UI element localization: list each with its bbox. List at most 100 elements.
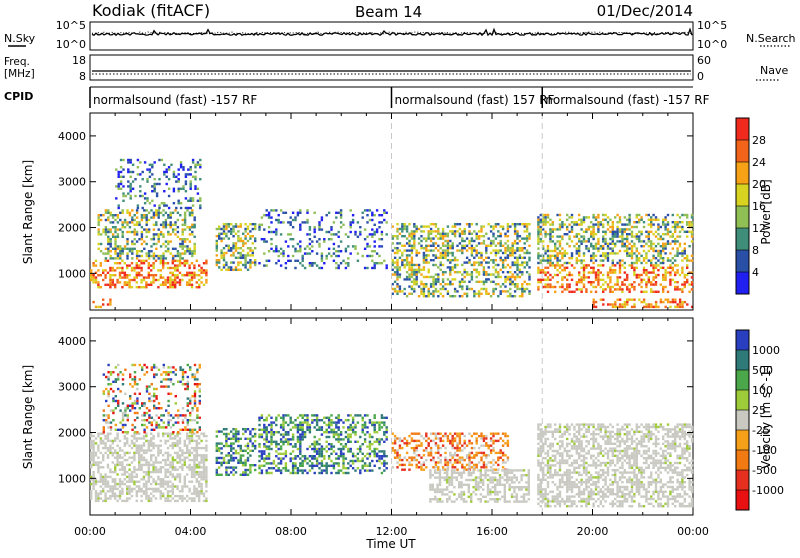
echo-cell: [225, 454, 227, 456]
echo-cell: [178, 190, 180, 192]
echo-cell: [679, 216, 681, 218]
echo-cell: [374, 245, 376, 247]
echo-cell: [416, 230, 418, 232]
echo-cell: [612, 221, 614, 223]
echo-cell: [655, 276, 657, 278]
echo-cell: [468, 233, 470, 235]
echo-cell: [237, 230, 239, 232]
echo-cell: [107, 284, 109, 286]
echo-cell: [619, 216, 621, 218]
echo-cell: [411, 237, 413, 239]
echo-cell: [252, 254, 254, 256]
echo-cell: [309, 233, 311, 235]
echo-cell: [148, 440, 150, 442]
echo-cell: [151, 164, 153, 166]
echo-cell: [437, 230, 439, 232]
echo-cell: [119, 483, 121, 485]
echo-cell: [153, 233, 155, 235]
echo-cell: [456, 230, 458, 232]
echo-cell: [316, 421, 318, 423]
echo-cell: [160, 381, 162, 383]
echo-cell: [684, 276, 686, 278]
echo-cell: [335, 417, 337, 419]
echo-cell: [595, 247, 597, 249]
echo-cell: [163, 202, 165, 204]
echo-cell: [299, 469, 301, 471]
echo-cell: [107, 228, 109, 230]
echo-cell: [263, 240, 265, 242]
echo-cell: [664, 274, 666, 276]
echo-cell: [302, 255, 304, 257]
echo-cell: [549, 255, 551, 257]
echo-cell: [516, 235, 518, 237]
echo-cell: [425, 276, 427, 278]
echo-cell: [169, 485, 171, 487]
echo-cell: [478, 230, 480, 232]
echo-cell: [309, 460, 311, 462]
echo-cell: [254, 223, 256, 225]
echo-cell: [107, 303, 109, 305]
echo-cell: [566, 286, 568, 288]
echo-cell: [164, 500, 166, 502]
echo-cell: [476, 245, 478, 247]
echo-cell: [116, 445, 118, 447]
echo-cell: [143, 485, 145, 487]
echo-cell: [205, 459, 207, 461]
echo-cell: [492, 233, 494, 235]
echo-cell: [95, 437, 97, 439]
echo-cell: [230, 269, 232, 271]
echo-cell: [126, 257, 128, 259]
echo-cell: [126, 459, 128, 461]
echo-cell: [488, 261, 490, 263]
echo-cell: [621, 259, 623, 261]
echo-cell: [304, 455, 306, 457]
echo-cell: [152, 279, 154, 281]
echo-cell: [321, 255, 323, 257]
echo-cell: [691, 233, 693, 235]
echo-cell: [396, 230, 398, 232]
echo-cell: [177, 212, 179, 214]
echo-cell: [149, 164, 151, 166]
echo-cell: [406, 249, 408, 251]
echo-cell: [100, 478, 102, 480]
echo-cell: [507, 264, 509, 266]
echo-cell: [240, 257, 242, 259]
echo-cell: [619, 228, 621, 230]
echo-cell: [490, 281, 492, 283]
echo-cell: [114, 214, 116, 216]
echo-cell: [203, 262, 205, 264]
echo-cell: [164, 483, 166, 485]
echo-cell: [178, 178, 180, 180]
echo-cell: [97, 495, 99, 497]
echo-cell: [371, 236, 373, 238]
echo-cell: [430, 283, 432, 285]
echo-cell: [624, 283, 626, 285]
echo-cell: [254, 237, 256, 239]
echo-cell: [176, 500, 178, 502]
echo-cell: [216, 242, 218, 244]
echo-cell: [244, 430, 246, 432]
echo-cell: [110, 429, 112, 431]
echo-cell: [662, 276, 664, 278]
echo-cell: [306, 233, 308, 235]
echo-cell: [495, 264, 497, 266]
echo-cell: [160, 426, 162, 428]
echo-cell: [290, 417, 292, 419]
echo-cell: [252, 249, 254, 251]
echo-cell: [561, 264, 563, 266]
echo-cell: [266, 419, 268, 421]
echo-cell: [442, 237, 444, 239]
echo-cell: [440, 235, 442, 237]
echo-cell: [249, 235, 251, 237]
echo-cell: [612, 252, 614, 254]
echo-cell: [254, 440, 256, 442]
echo-cell: [191, 272, 193, 274]
echo-cell: [242, 240, 244, 242]
echo-cell: [126, 281, 128, 283]
echo-cell: [401, 235, 403, 237]
echo-cell: [205, 447, 207, 449]
echo-cell: [182, 371, 184, 373]
echo-cell: [396, 252, 398, 254]
echo-cell: [447, 259, 449, 261]
echo-cell: [155, 260, 157, 262]
